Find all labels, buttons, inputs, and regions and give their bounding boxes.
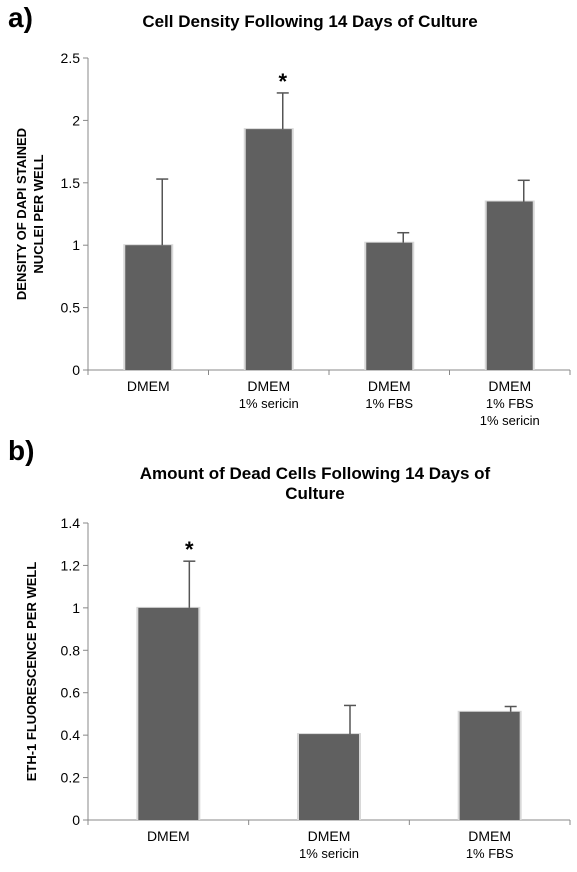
x-category-label: DMEM	[127, 378, 170, 394]
chart-panel-a: a) Cell Density Following 14 Days of Cul…	[0, 0, 577, 430]
y-tick-label: 1	[72, 237, 80, 253]
chart-title-a-text: Cell Density Following 14 Days of Cultur…	[142, 12, 478, 31]
y-tick-label: 2	[72, 112, 80, 128]
y-tick-label: 1.5	[61, 175, 81, 191]
bar	[299, 734, 359, 820]
x-category-label: DMEM	[368, 378, 411, 394]
y-tick-label: 0.4	[61, 727, 81, 743]
y-tick-label: 0.2	[61, 770, 81, 786]
bar	[138, 607, 199, 820]
x-category-label: 1% FBS	[466, 846, 514, 861]
y-axis-label: ETH-1 FLUORESCENCE PER WELL	[24, 562, 39, 782]
y-tick-label: 0.8	[61, 642, 81, 658]
chart-panel-b: b) Amount of Dead Cells Following 14 Day…	[0, 435, 577, 867]
chart-title-a: Cell Density Following 14 Days of Cultur…	[90, 12, 530, 32]
significance-marker: *	[278, 69, 287, 94]
y-tick-label: 2.5	[61, 50, 81, 66]
y-tick-label: 0	[72, 362, 80, 378]
y-tick-label: 1.2	[61, 557, 81, 573]
chart-title-b-line-2: Culture	[285, 484, 345, 503]
x-category-label: 1% FBS	[486, 396, 534, 411]
bar	[245, 129, 292, 370]
panel-letter-a: a)	[8, 2, 33, 33]
panel-letter-b: b)	[8, 435, 35, 466]
x-category-label: 1% sericin	[239, 396, 299, 411]
y-tick-label: 0	[72, 812, 80, 828]
y-axis-label: DENSITY OF DAPI STAINED	[14, 128, 29, 300]
x-category-label: DMEM	[488, 378, 531, 394]
bar	[125, 245, 172, 370]
bar	[366, 242, 413, 370]
y-tick-label: 0.5	[61, 300, 81, 316]
y-tick-label: 1	[72, 600, 80, 616]
bar-chart-a: 0 0.5 1 1.5 2 2.5 DENSITY OF DAPI STAINED NUCLE…	[14, 50, 571, 428]
chart-title-b-line-1: Amount of Dead Cells Following 14 Days o…	[139, 464, 491, 483]
bar	[459, 711, 520, 820]
x-category-label: DMEM	[468, 828, 511, 844]
y-tick-label: 0.6	[61, 685, 81, 701]
bar-chart-b: 0 0.2 0.4 0.6 0.8 1 1.2 1.4 ETH-1 FLUORESCENCE P…	[24, 515, 571, 861]
y-tick-label: 1.4	[61, 515, 81, 531]
x-category-label: DMEM	[247, 378, 290, 394]
x-category-label: DMEM	[308, 828, 351, 844]
x-category-label: 1% sericin	[299, 846, 359, 861]
x-category-label: 1% FBS	[365, 396, 413, 411]
x-category-label: DMEM	[147, 828, 190, 844]
bar	[486, 201, 533, 370]
significance-marker: *	[185, 537, 194, 562]
x-category-label: 1% sericin	[480, 413, 540, 428]
chart-title-b: Amount of Dead Cells Following 14 Days o…	[95, 464, 535, 504]
y-axis-label: NUCLEI PER WELL	[31, 154, 46, 273]
